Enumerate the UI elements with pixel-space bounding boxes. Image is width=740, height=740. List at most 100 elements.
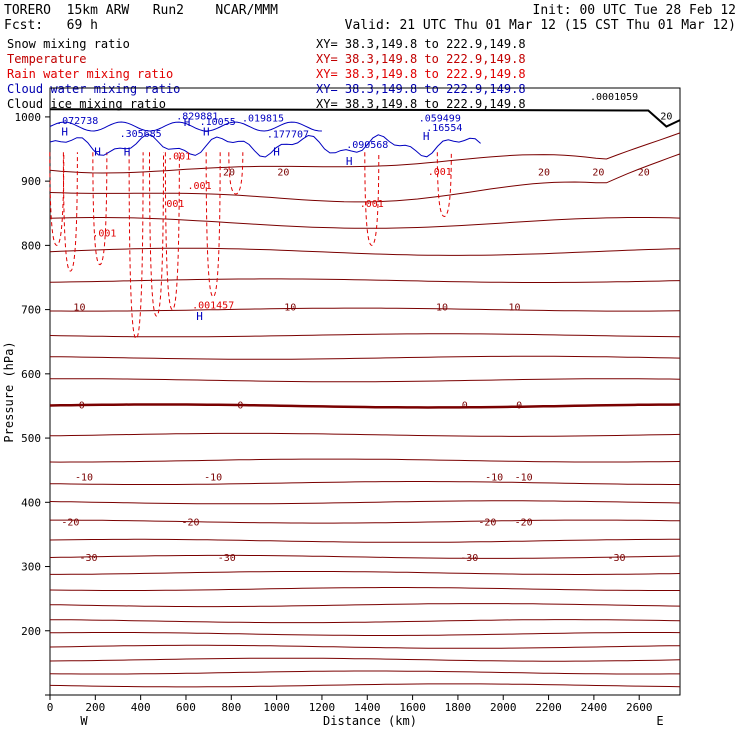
x-tick-label: 1800 <box>445 701 472 714</box>
x-tick-label: 2600 <box>626 701 653 714</box>
h-marker: H <box>346 155 353 168</box>
x-tick-label: 2000 <box>490 701 517 714</box>
h-marker: H <box>184 116 191 129</box>
isotherm-label: -30 <box>460 553 478 564</box>
h-marker: H <box>61 126 68 139</box>
legend-cloudwater-xy: XY= 38.3,149.8 to 222.9,149.8 <box>316 82 526 96</box>
rain-contour <box>228 152 244 195</box>
rain-label: .001 <box>167 151 191 162</box>
x-tick-label: 1200 <box>309 701 336 714</box>
isotherm-line <box>49 217 681 229</box>
isotherm-label: 0 <box>237 401 243 412</box>
y-tick-label: 200 <box>21 625 41 638</box>
isotherm-label: -30 <box>79 553 97 564</box>
isotherm-line <box>49 278 681 283</box>
rain-label: .001 <box>360 199 384 210</box>
isotherm-line <box>50 571 681 575</box>
isotherm-label: 0 <box>516 401 522 412</box>
rain-contour <box>149 152 165 317</box>
cloud-contour <box>49 121 322 132</box>
ground-line <box>49 108 681 128</box>
x-tick-label: 400 <box>131 701 151 714</box>
cloud-label: .090568 <box>346 140 388 151</box>
isotherm-label: 10 <box>284 302 296 313</box>
header-left-line1: TORERO 15km ARW Run2 NCAR/MMM <box>4 3 278 18</box>
isotherm-line <box>49 458 681 463</box>
x-tick-label: 800 <box>221 701 241 714</box>
rain-label: .001 <box>428 167 452 178</box>
legend-ice-xy: XY= 38.3,149.8 to 222.9,149.8 <box>316 97 526 111</box>
isotherm-label: 20 <box>592 168 604 179</box>
y-axis-title: Pressure (hPa) <box>2 341 16 442</box>
rain-contour <box>164 152 180 311</box>
x-axis-title: Distance (km) <box>323 714 417 728</box>
isotherm-label: -10 <box>485 473 503 484</box>
legend-rain-xy: XY= 38.3,149.8 to 222.9,149.8 <box>316 52 526 66</box>
isotherm-label: 0 <box>462 401 468 412</box>
isotherm-line <box>49 632 681 636</box>
y-tick-label: 700 <box>21 304 41 317</box>
isotherm-line <box>49 603 681 608</box>
isotherm-line <box>49 619 681 624</box>
h-marker: H <box>94 146 101 159</box>
legend-cloud-xy: XY= 38.3,149.8 to 222.9,149.8 <box>316 67 526 81</box>
isotherm-line <box>49 132 681 174</box>
y-tick-label: 900 <box>21 175 41 188</box>
h-marker: H <box>273 146 280 159</box>
isotherm-line <box>49 333 681 338</box>
y-tick-label: 600 <box>21 368 41 381</box>
isotherm-label: -20 <box>181 518 199 529</box>
isotherm-label: 20 <box>538 168 550 179</box>
isotherm-line <box>50 519 681 524</box>
y-tick-label: 400 <box>21 496 41 509</box>
isotherm-label: -20 <box>478 518 496 529</box>
isotherm-line <box>50 307 681 312</box>
isotherm-line <box>50 378 681 383</box>
isotherm-label: 10 <box>436 302 448 313</box>
isotherm-label: 10 <box>509 302 521 313</box>
x-tick-label: 200 <box>85 701 105 714</box>
rain-contour <box>364 152 380 246</box>
cloud-label: .059499 <box>419 114 461 125</box>
legend-snow: Snow mixing ratio <box>7 37 130 51</box>
rain-contour <box>62 152 78 272</box>
legend-temperature: Temperature <box>7 52 87 66</box>
isotherm-line <box>49 644 681 649</box>
x-tick-label: 1000 <box>263 701 290 714</box>
cloud-contour <box>49 133 481 158</box>
rain-label: .001 <box>160 199 184 210</box>
x-tick-label: 1600 <box>399 701 426 714</box>
isotherm-line <box>49 500 681 505</box>
isotherm-label: 10 <box>73 302 85 313</box>
isotherm-label: -10 <box>75 473 93 484</box>
cloud-label: .10055 <box>200 117 236 128</box>
isotherm-line <box>49 587 680 591</box>
isotherm-line <box>49 153 681 203</box>
cloud-label: .305685 <box>120 129 162 140</box>
isotherm-label: 20 <box>638 168 650 179</box>
x-tick-label: 2400 <box>581 701 608 714</box>
cloud-label: .829881 <box>176 112 218 123</box>
header-right-line1: Init: 00 UTC Tue 28 Feb 12 <box>532 3 737 18</box>
plot-frame <box>49 87 681 696</box>
header-right-line2: Valid: 21 UTC Thu 01 Mar 12 (15 CST Thu … <box>344 18 736 33</box>
legend-rain: Rain water mixing ratio <box>7 67 174 81</box>
top-value-label: .0001059 <box>590 92 638 103</box>
legend-temperature-xy: XY= 38.3,149.8 to 222.9,149.8 <box>316 37 526 51</box>
rain-label: .001457 <box>192 300 234 311</box>
rain-contour <box>92 152 108 266</box>
h-marker: H <box>423 130 430 143</box>
x-tick-label: 0 <box>47 701 54 714</box>
isotherm-label: -20 <box>515 518 533 529</box>
cloud-label: .16554 <box>426 123 462 134</box>
x-tick-label: 1400 <box>354 701 381 714</box>
isotherm-label: 0 <box>79 401 85 412</box>
isotherm-line <box>49 683 681 688</box>
isotherm-label: -20 <box>61 518 79 529</box>
legend-cloud-water: Cloud water mixing ratio <box>7 82 181 96</box>
isotherm-label: 20 <box>277 168 289 179</box>
isotherm-line <box>49 481 680 485</box>
cloud-label: .072738 <box>56 116 98 127</box>
y-tick-label: 300 <box>21 561 41 574</box>
bottom-20-label: 20 <box>660 112 672 123</box>
